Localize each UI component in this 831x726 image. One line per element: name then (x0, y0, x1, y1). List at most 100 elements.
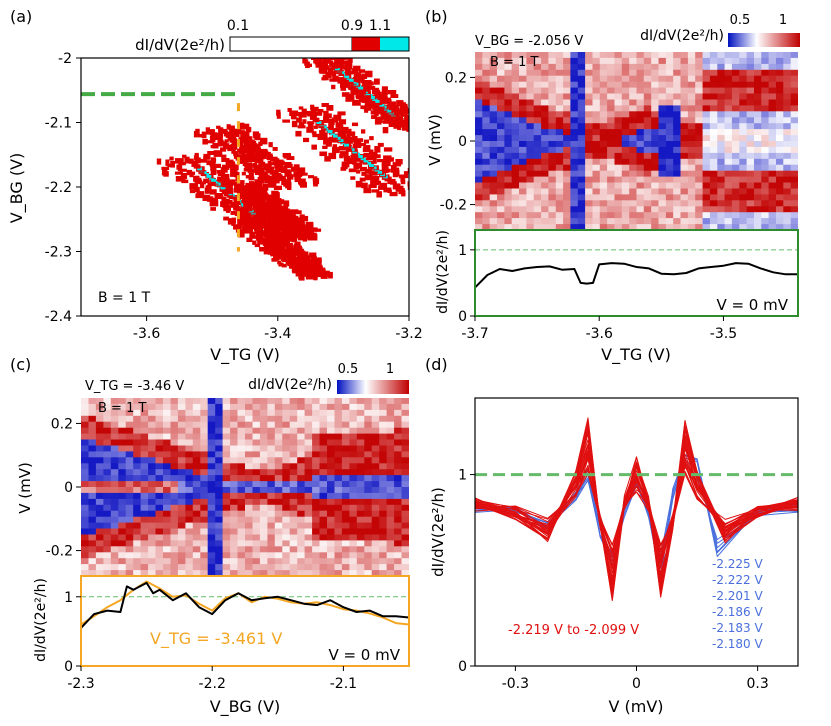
map-cell (761, 52, 770, 59)
map-cell (511, 146, 520, 154)
map-cell (717, 176, 726, 184)
map-cell (155, 492, 164, 500)
map-cell (267, 564, 276, 571)
map-pixel (253, 164, 262, 171)
map-cell (163, 540, 172, 547)
map-cell (577, 111, 586, 118)
map-cell (103, 487, 112, 494)
map-cell (379, 451, 388, 458)
map-pixel (376, 116, 383, 124)
map-cell (533, 123, 542, 130)
map-cell (110, 433, 119, 441)
map-cell (148, 421, 157, 429)
map-cell (585, 52, 593, 59)
map-cell (215, 528, 224, 535)
map-cell (304, 528, 313, 535)
map-cell (754, 52, 762, 59)
map-cell (761, 200, 770, 207)
map-cell (504, 69, 513, 77)
map-cell (475, 93, 483, 100)
map-cell (125, 439, 134, 446)
map-cell (334, 415, 343, 423)
map-cell (555, 105, 564, 112)
map-cell (709, 87, 718, 95)
map-cell (717, 93, 726, 100)
map-cell (252, 492, 261, 500)
map-cell (289, 469, 298, 476)
panel-a-ylabel: V_BG (V) (7, 153, 27, 224)
map-cell (577, 52, 586, 59)
map-cell (680, 57, 689, 65)
map-cell (783, 52, 792, 59)
map-cell (259, 457, 268, 464)
map-cell (252, 451, 261, 458)
map-cell (274, 487, 283, 494)
map-cell (563, 218, 571, 225)
map-cell (282, 516, 291, 524)
map-cell (746, 176, 755, 184)
map-cell (327, 564, 336, 571)
map-cell (371, 534, 380, 541)
map-cell (304, 552, 313, 559)
map-cell (110, 475, 119, 482)
map-cell (511, 52, 520, 59)
map-cell (680, 206, 689, 213)
map-cell (237, 451, 246, 458)
map-pixel (424, 187, 429, 194)
map-cell (607, 93, 615, 100)
map-cell (724, 63, 733, 71)
map-cell (592, 176, 601, 184)
map-cell (621, 135, 630, 142)
map-cell (170, 558, 179, 565)
map-cell (401, 469, 409, 476)
map-cell (482, 123, 491, 130)
map-cell (519, 57, 527, 65)
map-cell (504, 135, 513, 142)
map-cell (319, 475, 328, 482)
map-cell (379, 498, 388, 506)
map-pixel (285, 259, 294, 265)
map-cell (511, 105, 520, 112)
map-cell (386, 564, 395, 571)
map-cell (118, 421, 127, 429)
map-cell (245, 564, 254, 571)
map-cell (555, 194, 564, 201)
map-cell (103, 457, 112, 464)
map-cell (394, 510, 403, 518)
map-pixel (274, 163, 284, 169)
map-cell (364, 451, 373, 458)
map-cell (185, 504, 194, 512)
map-cell (312, 457, 321, 464)
map-cell (319, 510, 328, 518)
map-cell (103, 504, 112, 512)
map-cell (252, 510, 261, 518)
map-cell (790, 75, 798, 83)
map-cell (497, 170, 505, 178)
map-cell (394, 558, 403, 565)
map-cell (548, 69, 557, 77)
map-cell (177, 463, 186, 470)
map-cell (754, 212, 762, 219)
map-cell (497, 141, 505, 148)
map-pixel (267, 206, 276, 213)
map-cell (541, 206, 549, 213)
map-pixel (249, 198, 256, 205)
map-pixel (230, 211, 236, 215)
map-cell (177, 516, 186, 524)
map-cell (519, 81, 527, 89)
map-cell (155, 427, 164, 435)
map-cell (259, 421, 268, 429)
map-cell (88, 439, 97, 446)
map-cell (482, 105, 491, 112)
map-cell (215, 439, 224, 446)
map-cell (125, 528, 134, 535)
map-cell (88, 409, 97, 417)
map-cell (504, 99, 513, 106)
map-cell (118, 522, 127, 530)
map-cell (680, 218, 689, 225)
map-pixel (207, 151, 215, 155)
map-cell (259, 409, 268, 417)
map-pixel (277, 236, 286, 244)
map-cell (371, 481, 380, 488)
map-cell (643, 81, 652, 89)
